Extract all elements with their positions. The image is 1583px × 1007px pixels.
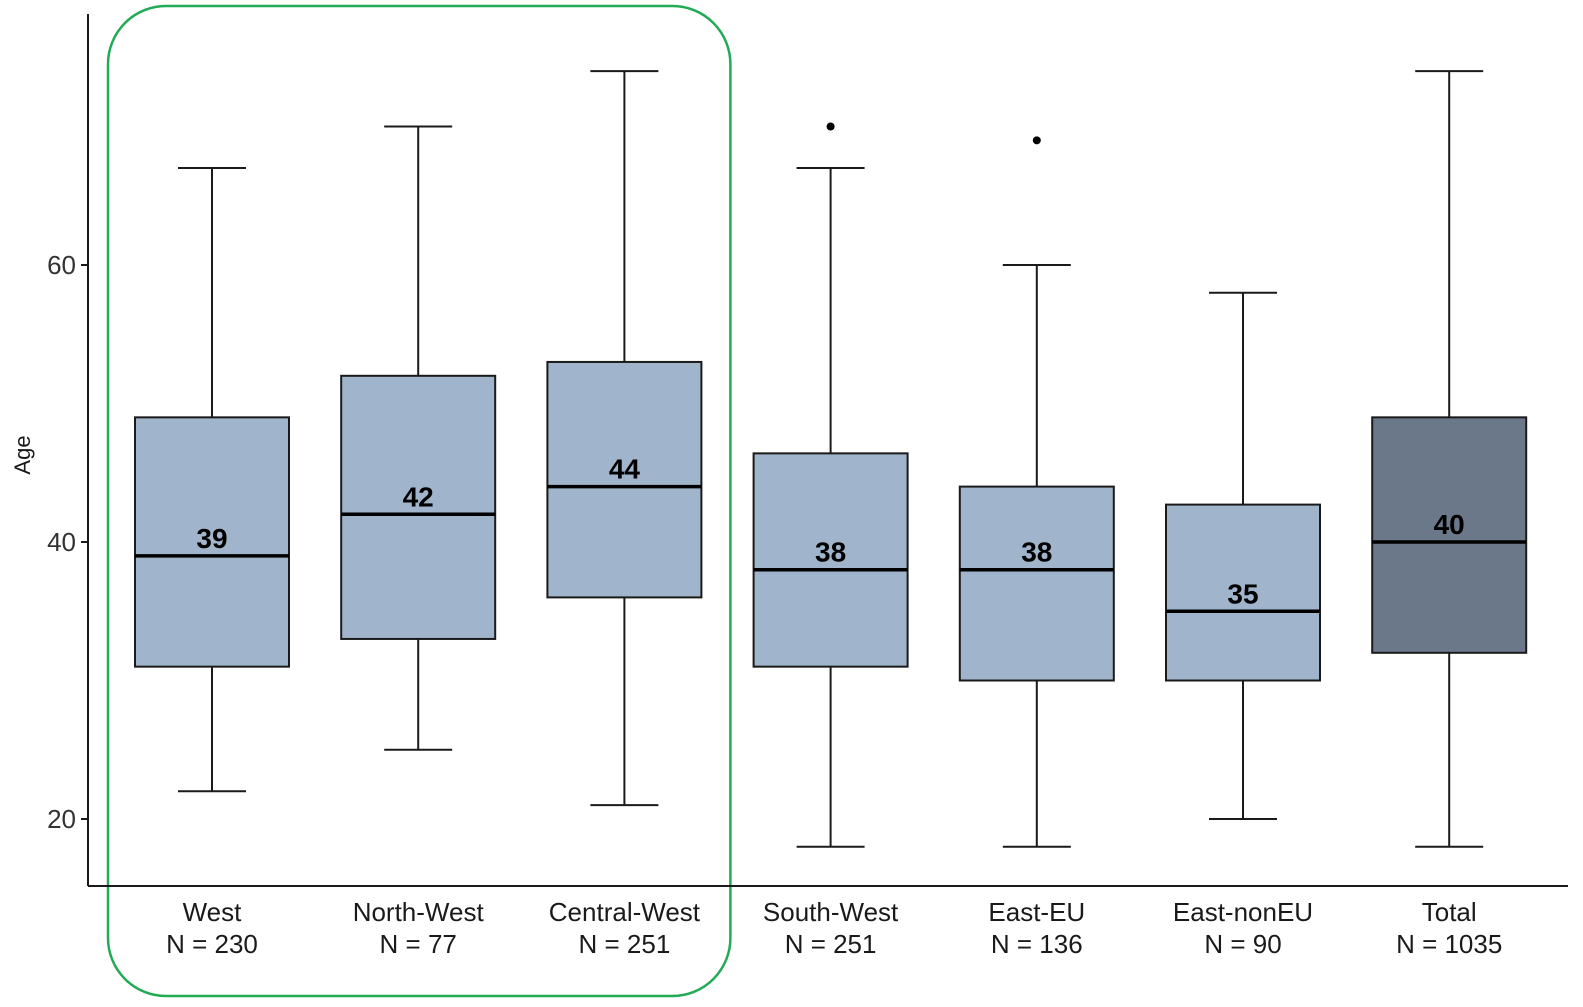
iqr-box [134,416,290,668]
y-tick-label: 20 [47,804,76,834]
box-group: 38 [752,122,909,848]
category-n-label: N = 230 [166,929,258,959]
category-label: East-EU [988,897,1085,927]
category-n-label: N = 1035 [1396,929,1502,959]
iqr-box [1165,503,1321,682]
category-n-label: N = 90 [1204,929,1281,959]
iqr-box [752,452,909,668]
category-label: North-West [353,897,485,927]
highlight-frame-layer [106,4,732,998]
median-label: 40 [1434,509,1465,540]
median-label: 42 [403,481,434,512]
median-label: 39 [196,523,227,554]
box-group: 40 [1371,70,1528,848]
y-tick-label: 40 [47,527,76,557]
median-label: 38 [815,537,846,568]
box-group: 42 [340,125,497,751]
y-ticks-layer: 20 40 60 [47,250,88,834]
iqr-box [340,374,497,640]
box-group: 39 [134,167,290,793]
median-label: 44 [609,454,641,485]
box-group: 38 [958,136,1115,848]
category-label: Central-West [549,897,701,927]
boxes-layer: 39 42 44 38 38 35 40 [134,70,1528,848]
box-group: 44 [546,70,703,807]
axes-layer: Age [10,14,1568,887]
category-label: South-West [763,897,899,927]
highlight-frame [106,4,732,998]
iqr-box [546,360,703,599]
category-label: Total [1422,897,1477,927]
median-label: 35 [1227,578,1258,609]
median-label: 38 [1021,537,1052,568]
outlier-point [826,122,835,131]
box-group: 35 [1165,291,1321,820]
y-tick-label: 60 [47,250,76,280]
iqr-box [1371,416,1528,654]
category-label: West [183,897,243,927]
category-n-label: N = 77 [380,929,457,959]
outlier-point [1032,136,1041,145]
y-axis-title: Age [10,435,35,474]
category-n-label: N = 136 [991,929,1083,959]
category-n-label: N = 251 [785,929,877,959]
category-n-label: N = 251 [579,929,671,959]
iqr-box [958,485,1115,682]
category-label: East-nonEU [1173,897,1313,927]
